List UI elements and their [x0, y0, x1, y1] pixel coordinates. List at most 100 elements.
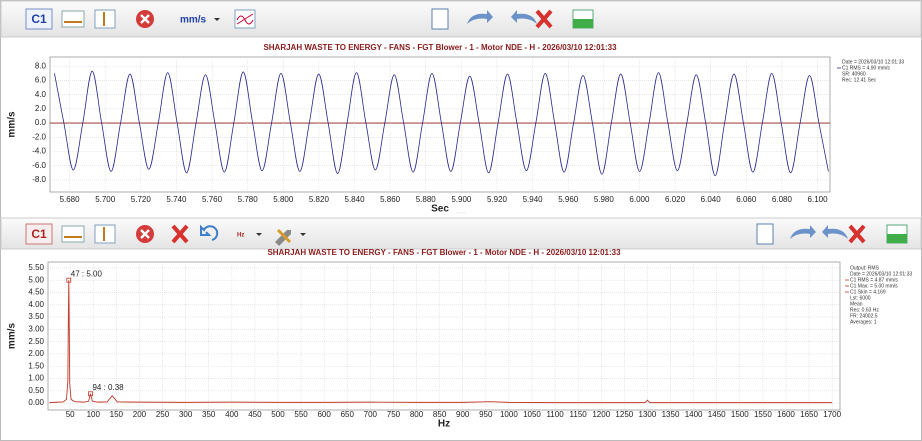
- icon: [214, 18, 220, 21]
- x-tick-label: 1550: [754, 410, 772, 419]
- y-tick-label: -2.0: [32, 132, 46, 141]
- x-tick-label: 500: [271, 410, 285, 419]
- chart-title: SHARJAH WASTE TO ENERGY - FANS - FGT Blo…: [267, 248, 621, 257]
- unit-dropdown[interactable]: Hz: [237, 233, 244, 239]
- x-tick-label: 5.780: [238, 195, 259, 204]
- x-tick-label: 1250: [615, 410, 633, 419]
- unit-dropdown[interactable]: mm/s: [180, 15, 207, 26]
- legend-entry: C1 Skin = 4.169: [850, 289, 886, 295]
- y-tick-label: 5.00: [28, 275, 44, 284]
- x-tick-label: 1300: [639, 410, 657, 419]
- redo-button[interactable]: [822, 225, 848, 239]
- x-tick-label: 700: [364, 410, 378, 419]
- data-line: [49, 280, 833, 404]
- legend-entry: C1 RMS = 4.87 mm/s: [850, 277, 898, 283]
- x-tick-label: 5.840: [345, 195, 366, 204]
- x-tick-label: 5.800: [273, 195, 294, 204]
- y-tick-label: 3.50: [28, 312, 44, 321]
- x-tick-label: 200: [133, 410, 147, 419]
- channel-label: C1: [31, 227, 47, 241]
- channel-button[interactable]: [25, 8, 53, 30]
- delete-button[interactable]: [535, 9, 553, 29]
- x-tick-label: 5.680: [60, 195, 81, 204]
- legend-entry: Res: 0.63 Hz: [850, 307, 879, 313]
- settings-button[interactable]: [275, 230, 291, 246]
- x-axis-label: Hz: [438, 419, 450, 430]
- channel-button[interactable]: [25, 223, 53, 245]
- icon: [256, 233, 262, 236]
- peak-label: 94 : 0.38: [92, 383, 124, 392]
- x-tick-label: 350: [202, 410, 216, 419]
- x-tick-label: 6.040: [701, 195, 722, 204]
- data-line: [54, 70, 829, 177]
- x-tick-label: 6.060: [736, 195, 757, 204]
- x-tick-label: 5.960: [558, 195, 579, 204]
- icon: [887, 234, 907, 243]
- x-tick-label: 300: [179, 410, 193, 419]
- y-tick-label: 1.50: [28, 361, 44, 370]
- toolbar-left: C1 mm/s: [25, 8, 256, 30]
- x-tick-label: 1650: [800, 410, 818, 419]
- undo-button[interactable]: [200, 224, 219, 241]
- x-tick-label: 5.940: [523, 195, 544, 204]
- icon: [300, 233, 306, 236]
- y-tick-label: 6.0: [35, 76, 47, 85]
- cursor-tool[interactable]: [61, 10, 85, 28]
- y-tick-label: 5.50: [28, 263, 44, 272]
- x-tick-label: 6.000: [629, 195, 650, 204]
- x-tick-label: 750: [387, 410, 401, 419]
- x-tick-label: 5.740: [166, 195, 187, 204]
- y-tick-label: 3.00: [28, 324, 44, 333]
- x-tick-label: 5.900: [451, 195, 472, 204]
- x-tick-label: 50: [66, 410, 75, 419]
- y-axis-label: mm/s: [7, 323, 18, 350]
- y-tick-label: 8.0: [35, 61, 47, 70]
- toolbar-right: [431, 8, 594, 30]
- legend-entry: Mean: [850, 301, 863, 307]
- x-tick-label: 6.100: [808, 195, 829, 204]
- x-tick-label: 5.700: [95, 195, 116, 204]
- x-tick-label: 150: [110, 410, 124, 419]
- y-tick-label: 2.0: [35, 104, 47, 113]
- x-tick-label: 1400: [685, 410, 703, 419]
- legend-entry: Date = 2026/03/10 12:01:33: [850, 271, 912, 277]
- y-tick-label: 4.00: [28, 300, 44, 309]
- delete-button[interactable]: [848, 224, 866, 244]
- x-tick-label: 5.720: [131, 195, 152, 204]
- icon: [140, 229, 150, 239]
- x-tick-label: 6.080: [772, 195, 793, 204]
- splitter[interactable]: ·····: [456, 211, 466, 217]
- x-tick-label: 1000: [500, 410, 518, 419]
- icon: [140, 14, 150, 24]
- copy-button[interactable]: [756, 223, 774, 245]
- x-tick-label: 250: [156, 410, 170, 419]
- x-tick-label: 1150: [570, 410, 588, 419]
- x-tick-label: 900: [456, 410, 470, 419]
- x-tick-label: 650: [341, 410, 355, 419]
- x-tick-label: 1600: [777, 410, 795, 419]
- undo-button[interactable]: [467, 10, 493, 24]
- toolbar: [0, 0, 922, 38]
- redo-button[interactable]: [511, 10, 537, 24]
- copy-button[interactable]: [431, 8, 449, 30]
- legend-entry: Date = 2026/03/10 12:01:33: [842, 59, 904, 65]
- undo-button[interactable]: [790, 225, 816, 239]
- x-tick-label: 1500: [731, 410, 749, 419]
- chart-title: SHARJAH WASTE TO ENERGY - FANS - FGT Blo…: [263, 43, 617, 52]
- x-tick-label: 5.860: [380, 195, 401, 204]
- peak-label: 47 : 5.00: [71, 269, 103, 278]
- x-tick-label: 550: [294, 410, 308, 419]
- x-tick-label: 1450: [708, 410, 726, 419]
- x-tick-label: 800: [410, 410, 424, 419]
- x-tick-label: 600: [317, 410, 331, 419]
- legend-entry: Rec: 12.41 Sec: [842, 77, 877, 83]
- y-tick-label: 0.0: [35, 118, 47, 127]
- cursor-tool[interactable]: [61, 225, 85, 243]
- x-tick-label: 950: [479, 410, 493, 419]
- legend-entry: SR: 40960: [842, 71, 866, 77]
- delete-button[interactable]: [171, 224, 189, 244]
- legend-entry: FR: 24002.5: [850, 313, 878, 319]
- x-tick-label: 450: [248, 410, 262, 419]
- y-tick-label: 0.50: [28, 386, 44, 395]
